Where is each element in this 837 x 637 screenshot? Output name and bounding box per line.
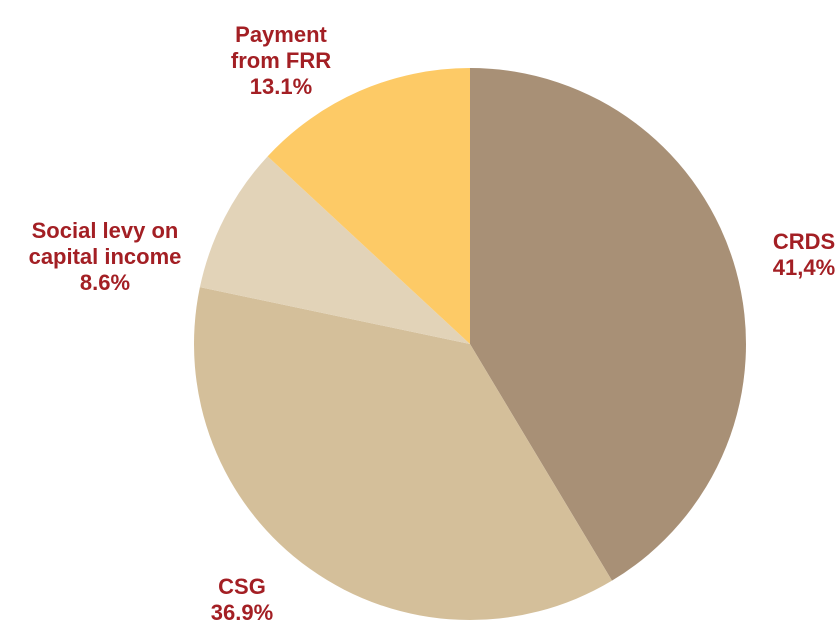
slice-label: Social levy on capital income 8.6%: [5, 218, 205, 296]
slice-label: CRDS 41,4%: [764, 229, 837, 281]
pie-slice: [470, 68, 747, 581]
category-label: CRDS: [772, 229, 836, 254]
value-label: 41,4%: [772, 255, 836, 280]
category-label: Payment from FRR: [230, 22, 332, 73]
pie-slice: [267, 68, 470, 344]
category-label: CSG: [218, 574, 266, 599]
slice-label: Payment from FRR 13.1%: [216, 22, 346, 100]
value-label: 36.9%: [210, 600, 274, 625]
value-label: 13.1%: [249, 74, 313, 99]
pie-slice: [193, 287, 612, 620]
pie-slice: [199, 156, 470, 344]
value-label: 8.6%: [79, 270, 131, 295]
slice-label: CSG 36.9%: [202, 574, 282, 626]
category-label: Social levy on capital income: [28, 218, 182, 269]
